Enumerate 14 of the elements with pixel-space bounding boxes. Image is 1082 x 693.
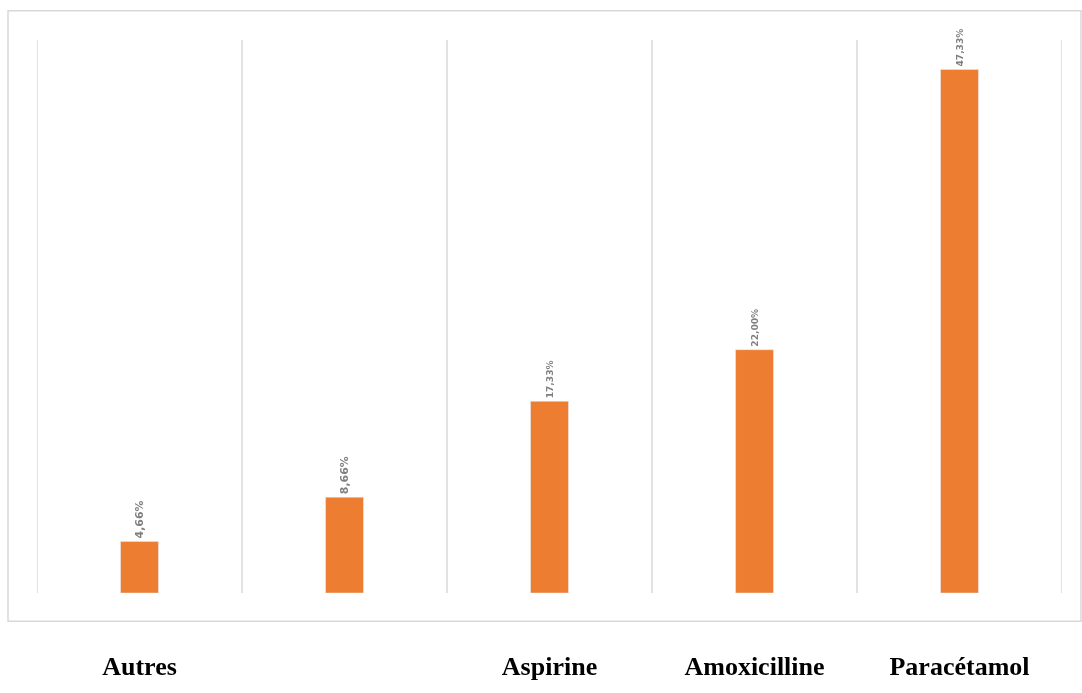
bar xyxy=(940,69,979,593)
x-tick-label: Autres xyxy=(102,652,177,681)
bar xyxy=(325,496,364,593)
data-label: 8,66% xyxy=(338,456,352,495)
data-label: 17,33% xyxy=(544,360,555,399)
x-tick-label: Amoxicilline xyxy=(684,652,825,681)
bar xyxy=(120,541,159,593)
data-label: 22,00% xyxy=(749,308,760,347)
data-label: 47,33% xyxy=(954,28,965,67)
x-tick-label: Aspirine xyxy=(501,652,598,681)
bar xyxy=(735,349,774,593)
bar xyxy=(530,401,569,593)
x-tick-label: Paracétamol xyxy=(889,652,1030,681)
data-label: 4,66% xyxy=(133,500,147,539)
